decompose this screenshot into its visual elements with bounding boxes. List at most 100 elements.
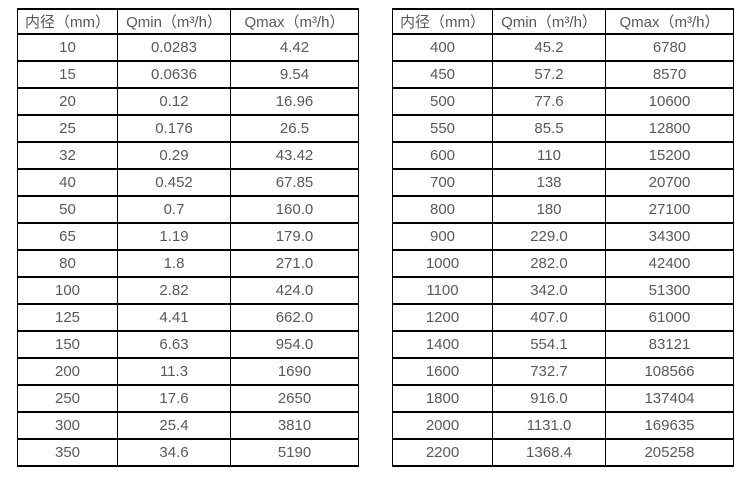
flow-table-right: 内径（mm） Qmin（m³/h） Qmax（m³/h） 400 45.2 6780 45…	[392, 8, 734, 467]
cell: 65	[17, 222, 118, 251]
cell: 138	[492, 168, 606, 197]
table-row: 600 110 15200	[392, 141, 734, 170]
table-row: 40 0.452 67.85	[17, 168, 359, 197]
cell: 27100	[605, 195, 734, 224]
cell: 179.0	[230, 222, 359, 251]
cell: 45.2	[492, 33, 606, 62]
cell: 67.85	[230, 168, 359, 197]
cell: 2000	[392, 411, 493, 440]
cell: 6780	[605, 33, 734, 62]
table-row: 700 138 20700	[392, 168, 734, 197]
table-row: 65 1.19 179.0	[17, 222, 359, 251]
table-row: 150 6.63 954.0	[17, 330, 359, 359]
cell: 250	[17, 384, 118, 413]
cell: 2200	[392, 438, 493, 467]
table-row: 100 2.82 424.0	[17, 276, 359, 305]
cell: 350	[17, 438, 118, 467]
cell: 34300	[605, 222, 734, 251]
table-row: 350 34.6 5190	[17, 438, 359, 467]
cell: 80	[17, 249, 118, 278]
header-row: 内径（mm） Qmin（m³/h） Qmax（m³/h）	[392, 8, 734, 35]
cell: 1368.4	[492, 438, 606, 467]
cell: 271.0	[230, 249, 359, 278]
table-row: 15 0.0636 9.54	[17, 60, 359, 89]
header-cell: Qmin（m³/h）	[117, 8, 231, 35]
table-row: 80 1.8 271.0	[17, 249, 359, 278]
cell: 1600	[392, 357, 493, 386]
cell: 200	[17, 357, 118, 386]
cell: 10600	[605, 87, 734, 116]
cell: 9.54	[230, 60, 359, 89]
cell: 150	[17, 330, 118, 359]
cell: 916.0	[492, 384, 606, 413]
cell: 100	[17, 276, 118, 305]
cell: 1.8	[117, 249, 231, 278]
table-row: 125 4.41 662.0	[17, 303, 359, 332]
cell: 108566	[605, 357, 734, 386]
cell: 1131.0	[492, 411, 606, 440]
cell: 15	[17, 60, 118, 89]
cell: 0.12	[117, 87, 231, 116]
cell: 2650	[230, 384, 359, 413]
cell: 424.0	[230, 276, 359, 305]
flow-table-left: 内径（mm） Qmin（m³/h） Qmax（m³/h） 10 0.0283 4.42 1…	[17, 8, 359, 467]
cell: 42400	[605, 249, 734, 278]
table-row: 1200 407.0 61000	[392, 303, 734, 332]
cell: 26.5	[230, 114, 359, 143]
cell: 0.29	[117, 141, 231, 170]
cell: 43.42	[230, 141, 359, 170]
cell: 25	[17, 114, 118, 143]
cell: 0.176	[117, 114, 231, 143]
cell: 20	[17, 87, 118, 116]
cell: 954.0	[230, 330, 359, 359]
table-row: 200 11.3 1690	[17, 357, 359, 386]
cell: 3810	[230, 411, 359, 440]
cell: 11.3	[117, 357, 231, 386]
flow-spec-tables-container: 内径（mm） Qmin（m³/h） Qmax（m³/h） 10 0.0283 4.42 1…	[17, 8, 734, 467]
cell: 300	[17, 411, 118, 440]
cell: 450	[392, 60, 493, 89]
table-row: 25 0.176 26.5	[17, 114, 359, 143]
table-row: 32 0.29 43.42	[17, 141, 359, 170]
cell: 50	[17, 195, 118, 224]
cell: 25.4	[117, 411, 231, 440]
header-cell: Qmax（m³/h）	[230, 8, 359, 35]
table-row: 250 17.6 2650	[17, 384, 359, 413]
cell: 1800	[392, 384, 493, 413]
cell: 0.0283	[117, 33, 231, 62]
cell: 4.42	[230, 33, 359, 62]
cell: 550	[392, 114, 493, 143]
cell: 407.0	[492, 303, 606, 332]
cell: 0.452	[117, 168, 231, 197]
cell: 554.1	[492, 330, 606, 359]
table-row: 1800 916.0 137404	[392, 384, 734, 413]
cell: 17.6	[117, 384, 231, 413]
header-cell: Qmax（m³/h）	[605, 8, 734, 35]
table-row: 450 57.2 8570	[392, 60, 734, 89]
cell: 83121	[605, 330, 734, 359]
cell: 900	[392, 222, 493, 251]
cell: 1690	[230, 357, 359, 386]
cell: 600	[392, 141, 493, 170]
cell: 12800	[605, 114, 734, 143]
cell: 34.6	[117, 438, 231, 467]
table-row: 1600 732.7 108566	[392, 357, 734, 386]
cell: 85.5	[492, 114, 606, 143]
table-row: 900 229.0 34300	[392, 222, 734, 251]
cell: 1200	[392, 303, 493, 332]
table-row: 1100 342.0 51300	[392, 276, 734, 305]
table-row: 2000 1131.0 169635	[392, 411, 734, 440]
cell: 61000	[605, 303, 734, 332]
cell: 32	[17, 141, 118, 170]
table-row: 500 77.6 10600	[392, 87, 734, 116]
cell: 169635	[605, 411, 734, 440]
cell: 342.0	[492, 276, 606, 305]
table-row: 300 25.4 3810	[17, 411, 359, 440]
cell: 137404	[605, 384, 734, 413]
header-row: 内径（mm） Qmin（m³/h） Qmax（m³/h）	[17, 8, 359, 35]
cell: 732.7	[492, 357, 606, 386]
cell: 8570	[605, 60, 734, 89]
cell: 160.0	[230, 195, 359, 224]
cell: 51300	[605, 276, 734, 305]
table-row: 1400 554.1 83121	[392, 330, 734, 359]
